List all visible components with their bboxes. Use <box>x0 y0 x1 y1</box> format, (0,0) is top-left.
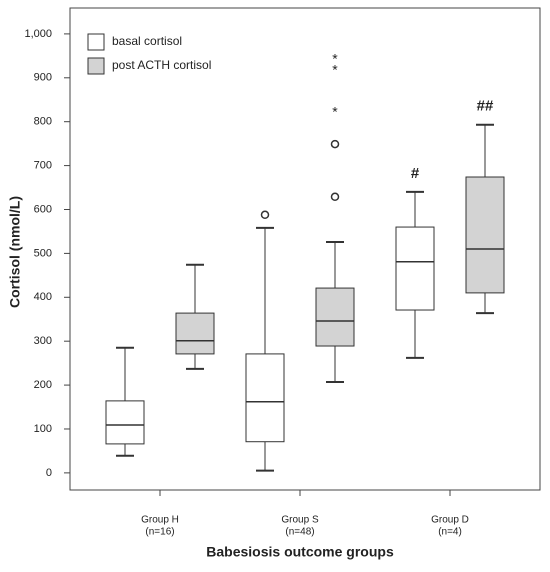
box <box>105 400 145 445</box>
y-axis-title: Cortisol (nmol/L) <box>7 196 23 308</box>
y-tick-label: 500 <box>34 247 52 259</box>
x-tick-label: Group D <box>431 515 469 526</box>
marker: ## <box>477 98 494 115</box>
box <box>175 312 215 355</box>
extreme: * <box>332 50 338 66</box>
x-tick-note: (n=48) <box>285 527 314 538</box>
extreme: * <box>332 104 338 120</box>
y-tick-label: 600 <box>34 203 52 215</box>
y-tick-label: 800 <box>34 116 52 128</box>
plot-frame <box>69 7 541 491</box>
legend-swatch <box>87 57 105 75</box>
x-tick-label: Group H <box>141 515 179 526</box>
x-tick-note: (n=16) <box>145 527 174 538</box>
legend-swatch <box>87 33 105 51</box>
y-tick-label: 700 <box>34 160 52 172</box>
legend-label: basal cortisol <box>112 34 182 48</box>
x-tick-note: (n=4) <box>438 527 462 538</box>
box <box>245 353 285 443</box>
box <box>315 287 355 347</box>
y-tick-label: 100 <box>34 423 52 435</box>
y-tick-label: 300 <box>34 335 52 347</box>
y-tick-label: 0 <box>46 467 52 479</box>
y-tick-label: 900 <box>34 72 52 84</box>
box <box>465 176 505 294</box>
x-tick-label: Group S <box>281 515 319 526</box>
box <box>395 226 435 311</box>
x-axis-title: Babesiosis outcome groups <box>206 544 394 560</box>
outlier <box>260 210 270 220</box>
y-tick-label: 200 <box>34 379 52 391</box>
outlier <box>330 192 340 202</box>
marker: # <box>411 165 420 182</box>
y-tick-label: 1,000 <box>24 28 52 40</box>
legend-label: post ACTH cortisol <box>112 58 211 72</box>
y-tick-label: 400 <box>34 291 52 303</box>
outlier <box>330 139 340 149</box>
extreme: * <box>332 61 338 77</box>
